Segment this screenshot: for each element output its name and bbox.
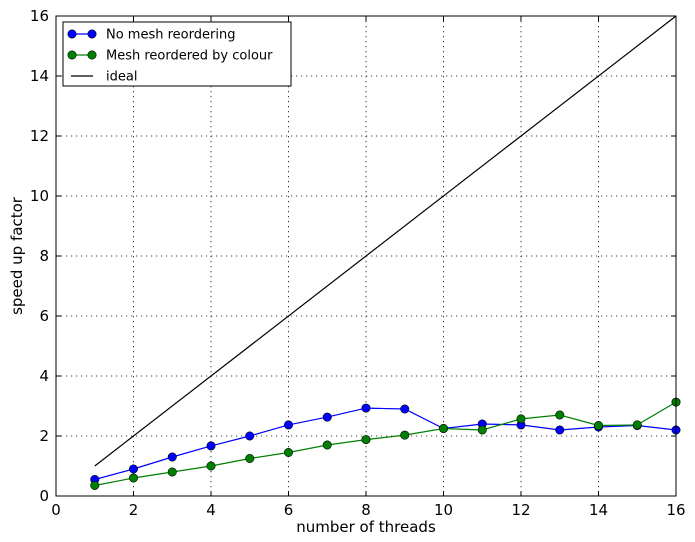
data-point [206,441,216,451]
x-tick-label: 0 [51,501,61,519]
data-point [322,412,332,422]
data-point [245,453,255,463]
legend-marker [87,50,97,60]
y-tick-label: 8 [39,247,49,265]
data-point [283,447,293,457]
series-line [94,15,677,467]
data-point [555,410,565,420]
y-tick-label: 6 [39,307,49,325]
y-tick-label: 14 [30,67,49,85]
x-tick-label: 2 [129,501,139,519]
legend-box [62,21,292,87]
legend-marker [67,29,77,39]
data-point [400,430,410,440]
data-point [477,425,487,435]
data-point [361,403,371,413]
data-point [90,480,100,490]
data-point [283,420,293,430]
data-point [361,435,371,445]
series-0 [90,403,681,484]
x-axis-label: number of threads [296,518,436,536]
axis-ticks: 0 2 4 6 8 10 12 14 16 0 2 4 6 8 10 12 14 16 [30,7,686,519]
series-1 [90,397,681,490]
data-point [322,440,332,450]
x-tick-label: 6 [284,501,294,519]
legend-marker [67,50,77,60]
data-point [167,452,177,462]
data-point [438,423,448,433]
series-line [94,401,677,487]
plot-series [90,15,681,490]
x-tick-label: 12 [511,501,530,519]
y-tick-label: 2 [39,427,49,445]
data-point [245,431,255,441]
data-point [516,414,526,424]
legend: No mesh reordering Mesh reordered by colo… [62,21,292,87]
data-point [129,464,139,474]
data-point [167,467,177,477]
x-tick-label: 4 [206,501,216,519]
series-line [94,407,677,481]
legend-label: Mesh reordered by colour [106,49,273,64]
y-tick-label: 12 [30,127,49,145]
data-point [400,404,410,414]
data-point [632,420,642,430]
data-point [593,420,603,430]
legend-marker [87,29,97,39]
legend-label: ideal [106,70,137,85]
y-tick-label: 0 [39,487,49,505]
data-point [129,473,139,483]
x-tick-label: 14 [589,501,608,519]
series-2 [94,15,677,467]
x-tick-label: 16 [666,501,685,519]
data-point [555,425,565,435]
y-axis-label: speed up factor [8,196,26,315]
x-tick-label: 8 [361,501,371,519]
y-tick-label: 16 [30,7,49,25]
grid-lines [56,16,676,496]
data-point [206,461,216,471]
legend-label: No mesh reordering [106,28,235,43]
y-tick-label: 10 [30,187,49,205]
y-tick-label: 4 [39,367,49,385]
x-tick-label: 10 [434,501,453,519]
